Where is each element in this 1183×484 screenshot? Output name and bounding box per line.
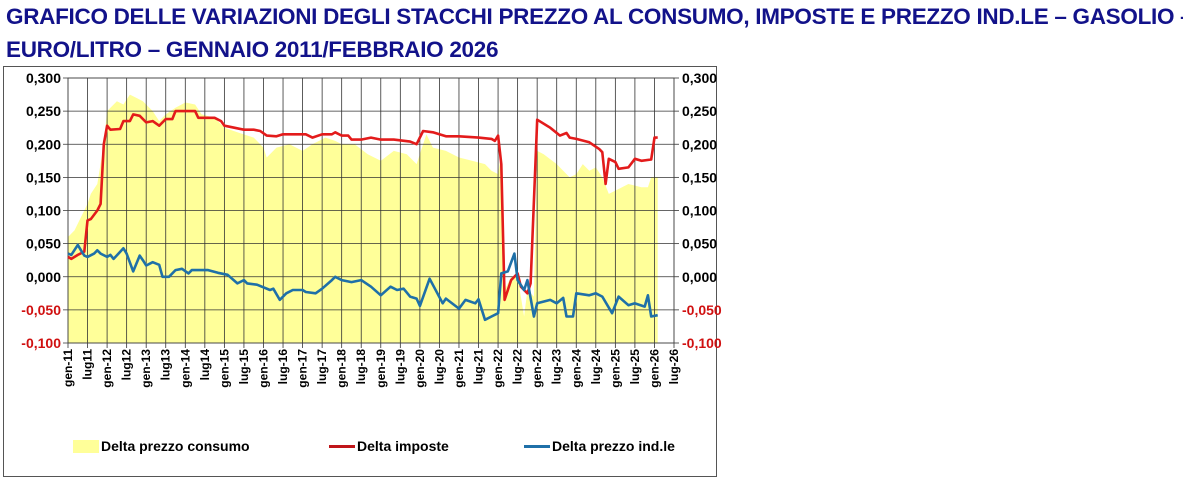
x-tick-label: lug12 <box>120 349 134 381</box>
x-tick-label: lug-26 <box>667 349 681 385</box>
x-tick-label: gen-14 <box>178 349 192 388</box>
x-tick-label: lug-25 <box>628 349 642 385</box>
x-tick-label: lug-23 <box>550 349 564 385</box>
y-tick-label-left: -0,050 <box>21 302 61 318</box>
x-tick-label: lug11 <box>81 349 95 380</box>
y-tick-label-left: 0,050 <box>26 236 61 252</box>
x-tick-label: gen-26 <box>647 349 661 388</box>
x-tick-label: gen-11 <box>61 349 75 387</box>
chart-title-line-2: EURO/LITRO – GENNAIO 2011/FEBBRAIO 2026 <box>6 37 499 62</box>
y-tick-label-right: 0,150 <box>682 169 717 185</box>
x-tick-label: gen-22 <box>491 349 505 388</box>
y-tick-label-right: 0,000 <box>682 269 717 285</box>
x-tick-label: lug-18 <box>354 349 368 385</box>
legend-swatch-industriale <box>524 444 550 448</box>
chart-title-line-1: GRAFICO DELLE VARIAZIONI DEGLI STACCHI P… <box>6 4 1183 29</box>
y-tick-label-right: -0,050 <box>682 302 722 318</box>
chart-frame <box>3 66 717 477</box>
x-tick-label: gen-15 <box>217 349 231 388</box>
area-delta-prezzo-consumo <box>68 94 658 343</box>
x-tick-label: lug-17 <box>315 349 329 385</box>
legend-imposte: Delta imposte <box>329 438 449 454</box>
x-tick-label: lug-15 <box>237 349 251 385</box>
y-tick-label-right: 0,250 <box>682 103 717 119</box>
x-tick-label: gen-25 <box>608 349 622 388</box>
x-tick-label: gen-22 <box>530 349 544 388</box>
x-tick-label: lug-19 <box>393 349 407 385</box>
y-tick-label-right: 0,200 <box>682 136 717 152</box>
x-tick-label: lug13 <box>159 349 173 381</box>
legend-label-industriale: Delta prezzo ind.le <box>552 438 675 454</box>
legend-industriale: Delta prezzo ind.le <box>524 438 675 454</box>
x-tick-label: lug-22 <box>511 349 525 385</box>
y-tick-label-left: 0,250 <box>26 103 61 119</box>
legend-label-consumo: Delta prezzo consumo <box>101 438 250 454</box>
y-tick-label-left: 0,150 <box>26 169 61 185</box>
legend-consumo: Delta prezzo consumo <box>73 438 250 454</box>
x-tick-label: lug-24 <box>589 349 603 385</box>
x-tick-label: lug-21 <box>472 349 486 385</box>
x-tick-label: gen-24 <box>569 349 583 388</box>
line-delta-prezzo-industriale <box>67 243 658 322</box>
y-tick-label-left: 0,100 <box>26 203 61 219</box>
y-tick-label-left: 0,000 <box>26 269 61 285</box>
x-tick-label: gen-13 <box>139 349 153 388</box>
x-tick-label: gen-19 <box>374 349 388 388</box>
y-tick-label-left: 0,200 <box>26 136 61 152</box>
x-tick-label: gen-12 <box>100 349 114 388</box>
x-tick-label: lug14 <box>198 349 212 381</box>
x-tick-label: gen-16 <box>256 349 270 388</box>
x-tick-label: gen-20 <box>413 349 427 388</box>
x-tick-label: lug-20 <box>432 349 446 385</box>
x-tick-label: lug-16 <box>276 349 290 385</box>
y-tick-label-right: -0,100 <box>682 335 722 351</box>
legend-label-imposte: Delta imposte <box>357 438 449 454</box>
y-tick-label-left: 0,300 <box>26 70 61 86</box>
y-tick-label-left: -0,100 <box>21 335 61 351</box>
y-tick-label-right: 0,050 <box>682 236 717 252</box>
legend-swatch-imposte <box>329 444 355 448</box>
legend-swatch-consumo <box>73 439 99 453</box>
plot-area-border <box>67 77 675 344</box>
x-tick-label: gen-17 <box>296 349 310 388</box>
x-tick-label: gen-21 <box>452 349 466 388</box>
line-delta-imposte <box>67 109 658 302</box>
y-tick-label-right: 0,100 <box>682 203 717 219</box>
x-tick-label: gen-18 <box>335 349 349 388</box>
y-tick-label-right: 0,300 <box>682 70 717 86</box>
